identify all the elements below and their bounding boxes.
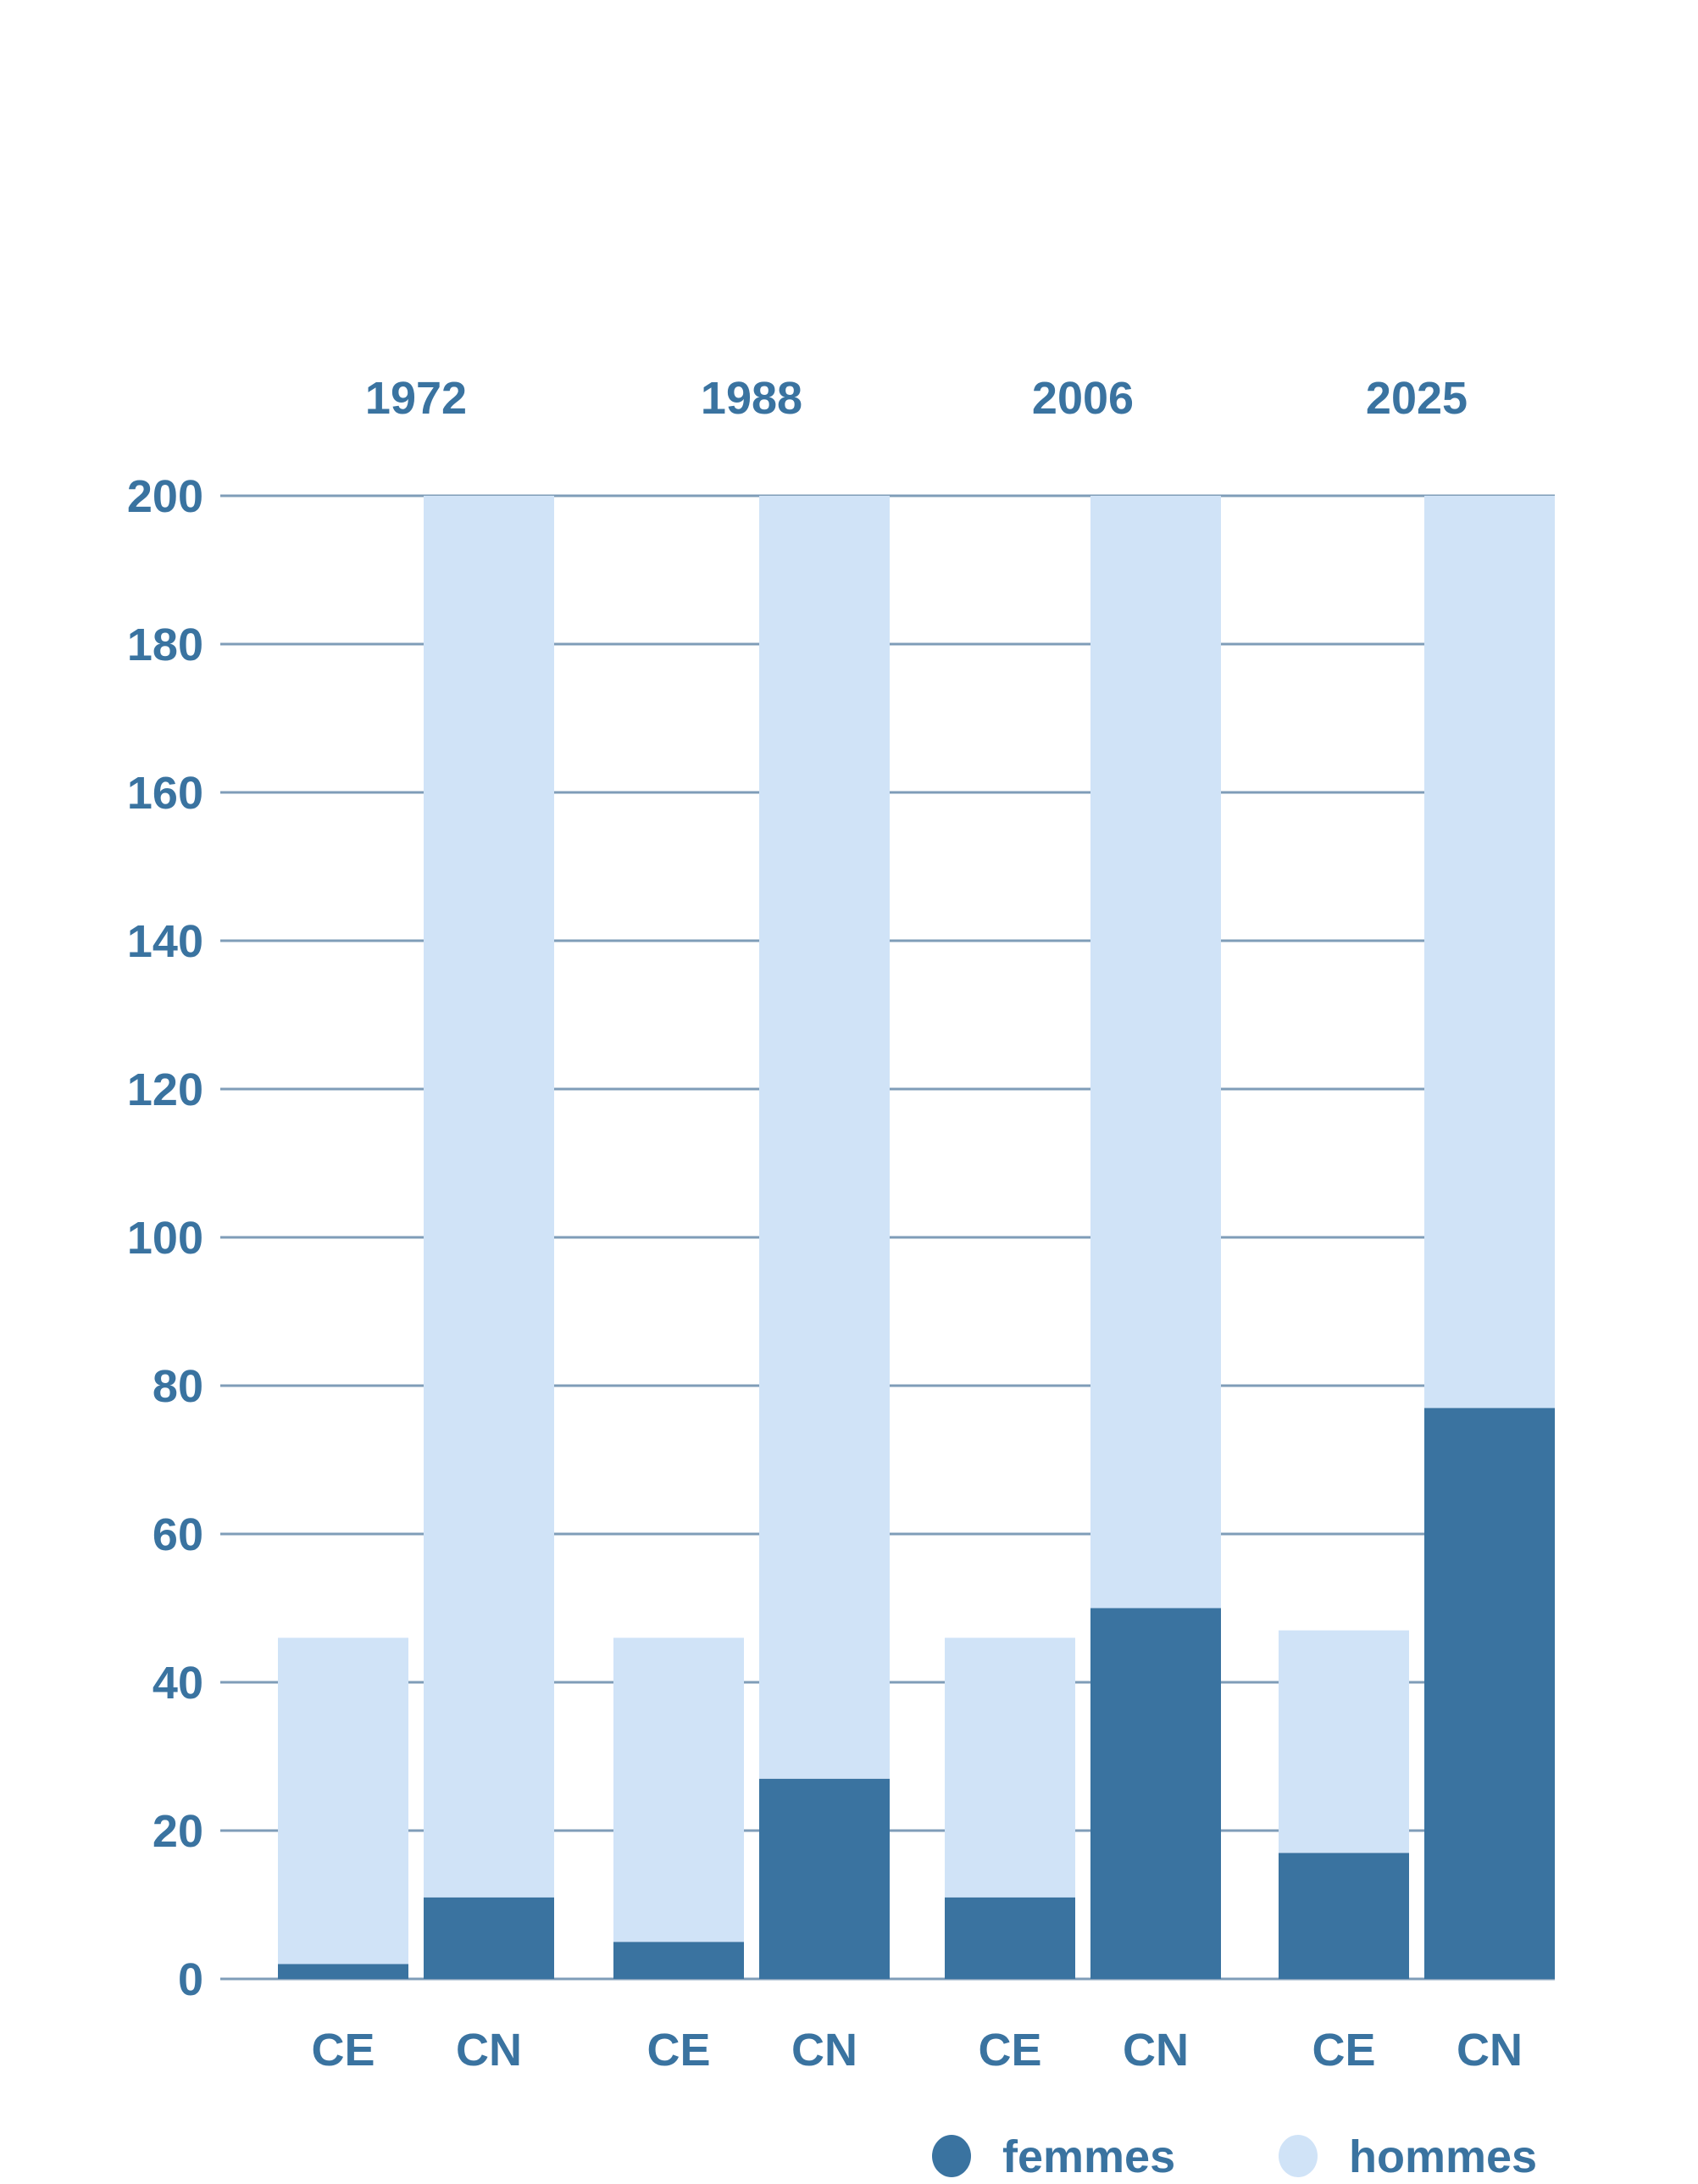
bar-femmes-2025-CN xyxy=(1424,1408,1555,1979)
bar-hommes-1988-CE xyxy=(613,1637,744,1942)
y-tick-label: 0 xyxy=(178,1954,203,2005)
x-axis-labels: CE CN 1972 CE CN 1988 CE CN 2006 CE CN 2025 xyxy=(311,373,1523,2076)
y-tick-label: 140 xyxy=(127,916,203,967)
x-category-label: CE xyxy=(311,2025,375,2076)
legend-swatch-femmes xyxy=(932,2135,971,2177)
x-category-label: CE xyxy=(646,2025,710,2076)
bar-hommes-1988-CN xyxy=(759,496,890,1779)
y-tick-label: 120 xyxy=(127,1064,203,1115)
legend-swatch-hommes xyxy=(1279,2135,1318,2177)
bar-femmes-2006-CN xyxy=(1090,1608,1221,1979)
group-year-label: 2006 xyxy=(1032,373,1134,424)
bar-femmes-1988-CN xyxy=(759,1778,890,1979)
group-year-label: 1988 xyxy=(701,373,802,424)
x-category-label: CN xyxy=(1123,2025,1189,2076)
x-category-label: CN xyxy=(456,2025,522,2076)
bar-femmes-1988-CE xyxy=(613,1942,744,1979)
x-category-label: CE xyxy=(1312,2025,1375,2076)
bar-hommes-2025-CN xyxy=(1424,496,1555,1409)
bar-femmes-2025-CE xyxy=(1279,1853,1409,1979)
legend-label-femmes: femmes xyxy=(1002,2131,1175,2182)
y-tick-label: 160 xyxy=(127,768,203,819)
group-year-label: 1972 xyxy=(365,373,467,424)
bar-hommes-1972-CN xyxy=(424,496,554,1898)
x-category-label: CN xyxy=(1457,2025,1523,2076)
bar-femmes-2006-CE xyxy=(945,1897,1075,1979)
y-axis-ticks: 0 20 40 60 80 100 120 140 160 180 200 xyxy=(127,471,203,2005)
bar-hommes-2006-CN xyxy=(1090,496,1221,1609)
bar-hommes-2006-CE xyxy=(945,1637,1075,1898)
x-category-label: CN xyxy=(791,2025,857,2076)
bar-femmes-1972-CE xyxy=(278,1964,408,1979)
y-tick-label: 180 xyxy=(127,620,203,670)
legend: femmes hommes xyxy=(932,2131,1537,2182)
y-tick-label: 80 xyxy=(153,1361,203,1412)
bar-femmes-1972-CN xyxy=(424,1897,554,1979)
y-tick-label: 20 xyxy=(153,1806,203,1857)
bar-hommes-1972-CE xyxy=(278,1637,408,1964)
x-category-label: CE xyxy=(978,2025,1041,2076)
bar-hommes-2025-CE xyxy=(1279,1630,1409,1853)
bars xyxy=(278,496,1555,1979)
y-tick-label: 40 xyxy=(153,1658,203,1709)
y-tick-label: 100 xyxy=(127,1213,203,1264)
legend-label-hommes: hommes xyxy=(1349,2131,1537,2182)
y-tick-label: 200 xyxy=(127,471,203,522)
y-tick-label: 60 xyxy=(153,1509,203,1560)
group-year-label: 2025 xyxy=(1366,373,1468,424)
